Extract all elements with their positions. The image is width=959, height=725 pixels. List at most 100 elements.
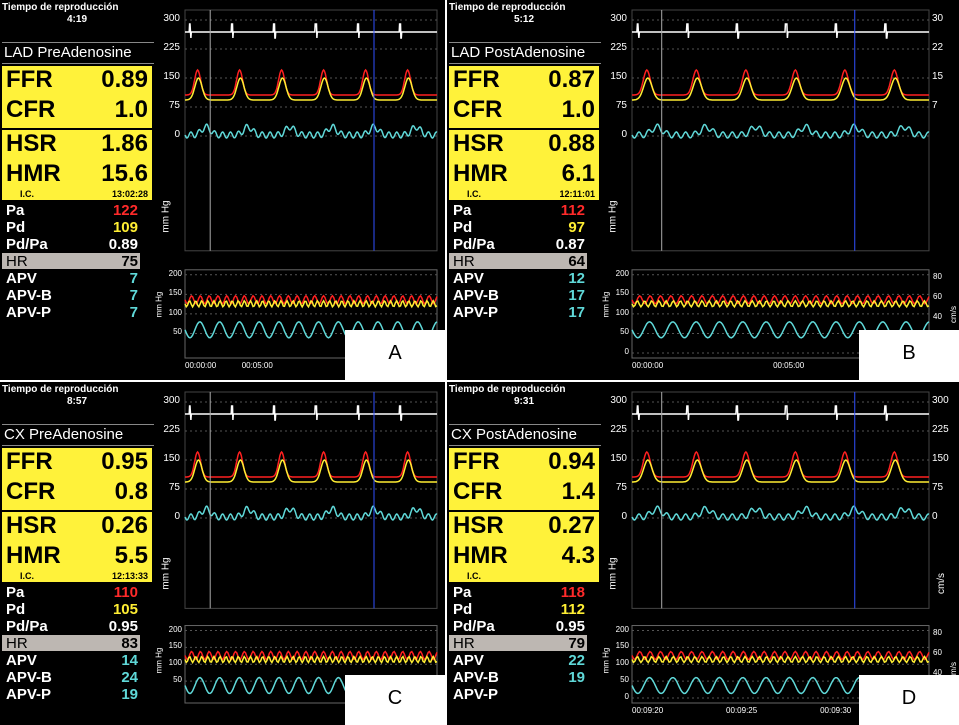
y-tick-label: 225 — [163, 424, 180, 435]
y-tick-label: 75 — [615, 482, 627, 493]
index-value: 0.88 — [548, 130, 595, 157]
pa-trace — [185, 450, 437, 478]
y-tick-label: 50 — [173, 327, 182, 337]
y-tick-label: 225 — [610, 42, 627, 53]
y-axis-unit: mm Hg — [601, 291, 611, 318]
index-name: FFR — [453, 448, 500, 475]
pd-trace — [632, 459, 929, 483]
index-box — [2, 130, 152, 200]
readout-name: Pd/Pa — [6, 236, 48, 253]
y-tick-label: 100 — [168, 658, 182, 668]
ecg-trace — [632, 23, 929, 39]
panel-letter: B — [902, 342, 916, 364]
pd-trend — [184, 299, 438, 309]
readout-name: HR — [6, 253, 28, 270]
ic-time: 13:02:28 — [111, 189, 148, 199]
y2-tick-label: 75 — [932, 482, 944, 493]
panel-letter-box: C — [345, 675, 445, 725]
readout-value: 0.95 — [108, 618, 138, 635]
pa-trace — [632, 68, 929, 96]
plot-frame — [184, 391, 438, 609]
hr-row — [2, 253, 140, 269]
flow-trace — [184, 123, 438, 139]
readout-name: APV-B — [6, 287, 52, 304]
y-tick-label: 0 — [621, 511, 627, 522]
index-name: HSR — [453, 130, 504, 157]
readout-name: HR — [453, 635, 475, 652]
readout-name: HR — [453, 253, 475, 270]
readout-name: HR — [6, 635, 28, 652]
readout-name: APV-P — [453, 686, 499, 703]
index-name: CFR — [453, 96, 503, 123]
readout-name: Pd/Pa — [453, 618, 495, 635]
index-box — [449, 448, 599, 510]
index-name: HMR — [6, 542, 61, 569]
y-tick-label: 75 — [615, 100, 627, 111]
ic-label: I.C. — [467, 571, 482, 581]
study-title: LAD PostAdenosine — [449, 42, 601, 64]
readout-value: 0.89 — [108, 236, 138, 253]
panel-letter-box: B — [859, 330, 959, 380]
plot-frame — [631, 391, 930, 609]
index-box — [449, 130, 599, 200]
y-tick-label: 225 — [610, 424, 627, 435]
index-value: 0.26 — [101, 512, 148, 539]
readout-value: 0.87 — [555, 236, 585, 253]
ic-time: 12:13:33 — [111, 571, 148, 581]
readout-name: APV-P — [6, 686, 52, 703]
playback-time: 4:19 — [66, 14, 87, 25]
pa-trace — [185, 68, 437, 96]
panel-letter-box: A — [345, 330, 445, 380]
x-tick-label: 00:05:00 — [773, 361, 805, 370]
y-tick-label: 0 — [624, 692, 629, 701]
readout-value: 19 — [568, 669, 585, 686]
y-tick-label: 300 — [610, 395, 627, 406]
index-name: HMR — [6, 160, 61, 187]
y2-axis-unit: cm/s — [936, 573, 948, 595]
readout-value: 22 — [568, 652, 585, 669]
y-tick-label: 0 — [624, 347, 629, 356]
index-value: 0.89 — [101, 66, 148, 93]
index-value: 0.8 — [114, 478, 148, 505]
y-tick-label: 50 — [620, 675, 629, 685]
index-name: FFR — [6, 66, 53, 93]
readout-value: 24 — [121, 669, 138, 686]
pa-trend — [184, 294, 438, 305]
hr-row — [449, 635, 587, 651]
index-box — [2, 512, 152, 582]
index-value: 1.0 — [561, 96, 595, 123]
flow-trace — [631, 505, 930, 521]
readout-name: Pd — [453, 219, 473, 236]
readout-name: APV-P — [6, 304, 52, 321]
y-tick-label: 150 — [168, 641, 182, 651]
readout-value: 14 — [121, 652, 138, 669]
y2-tick-label: 80 — [933, 271, 942, 281]
y2-tick-label: 7 — [932, 100, 938, 111]
monitor-panel: Tiempo de reproducción 5:12 LAD PostAdenos… — [447, 0, 959, 380]
y2-tick-label: 40 — [933, 667, 942, 677]
pd-trace — [632, 77, 929, 101]
y-tick-label: 150 — [163, 453, 180, 464]
playback-label: Tiempo de reproducción — [2, 2, 119, 13]
y-axis-unit: mm Hg — [607, 200, 619, 233]
y2-tick-label: 225 — [932, 424, 949, 435]
y-tick-label: 100 — [168, 307, 182, 317]
index-name: FFR — [6, 448, 53, 475]
y2-tick-label: 15 — [932, 71, 944, 82]
readout-value: 17 — [568, 304, 585, 321]
waveforms — [184, 391, 438, 704]
index-box — [449, 66, 599, 128]
y-tick-label: 150 — [615, 641, 629, 651]
y-tick-label: 0 — [621, 129, 627, 140]
y-tick-label: 100 — [615, 307, 629, 317]
y2-tick-label: 22 — [932, 42, 944, 53]
readout-name: APV-B — [453, 669, 499, 686]
pa-trend — [631, 294, 930, 305]
y-tick-label: 75 — [168, 100, 180, 111]
study-title: CX PreAdenosine — [2, 424, 154, 446]
readout-value: 105 — [112, 601, 138, 618]
readout-value: 12 — [568, 270, 585, 287]
ecg-trace — [632, 405, 929, 421]
plot-frame — [631, 9, 930, 252]
y2-axis-unit: cm/s — [948, 305, 958, 323]
